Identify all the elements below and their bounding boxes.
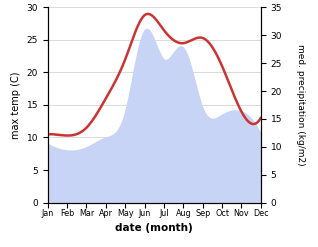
Y-axis label: max temp (C): max temp (C) xyxy=(11,71,21,139)
X-axis label: date (month): date (month) xyxy=(115,223,193,233)
Y-axis label: med. precipitation (kg/m2): med. precipitation (kg/m2) xyxy=(296,44,305,166)
